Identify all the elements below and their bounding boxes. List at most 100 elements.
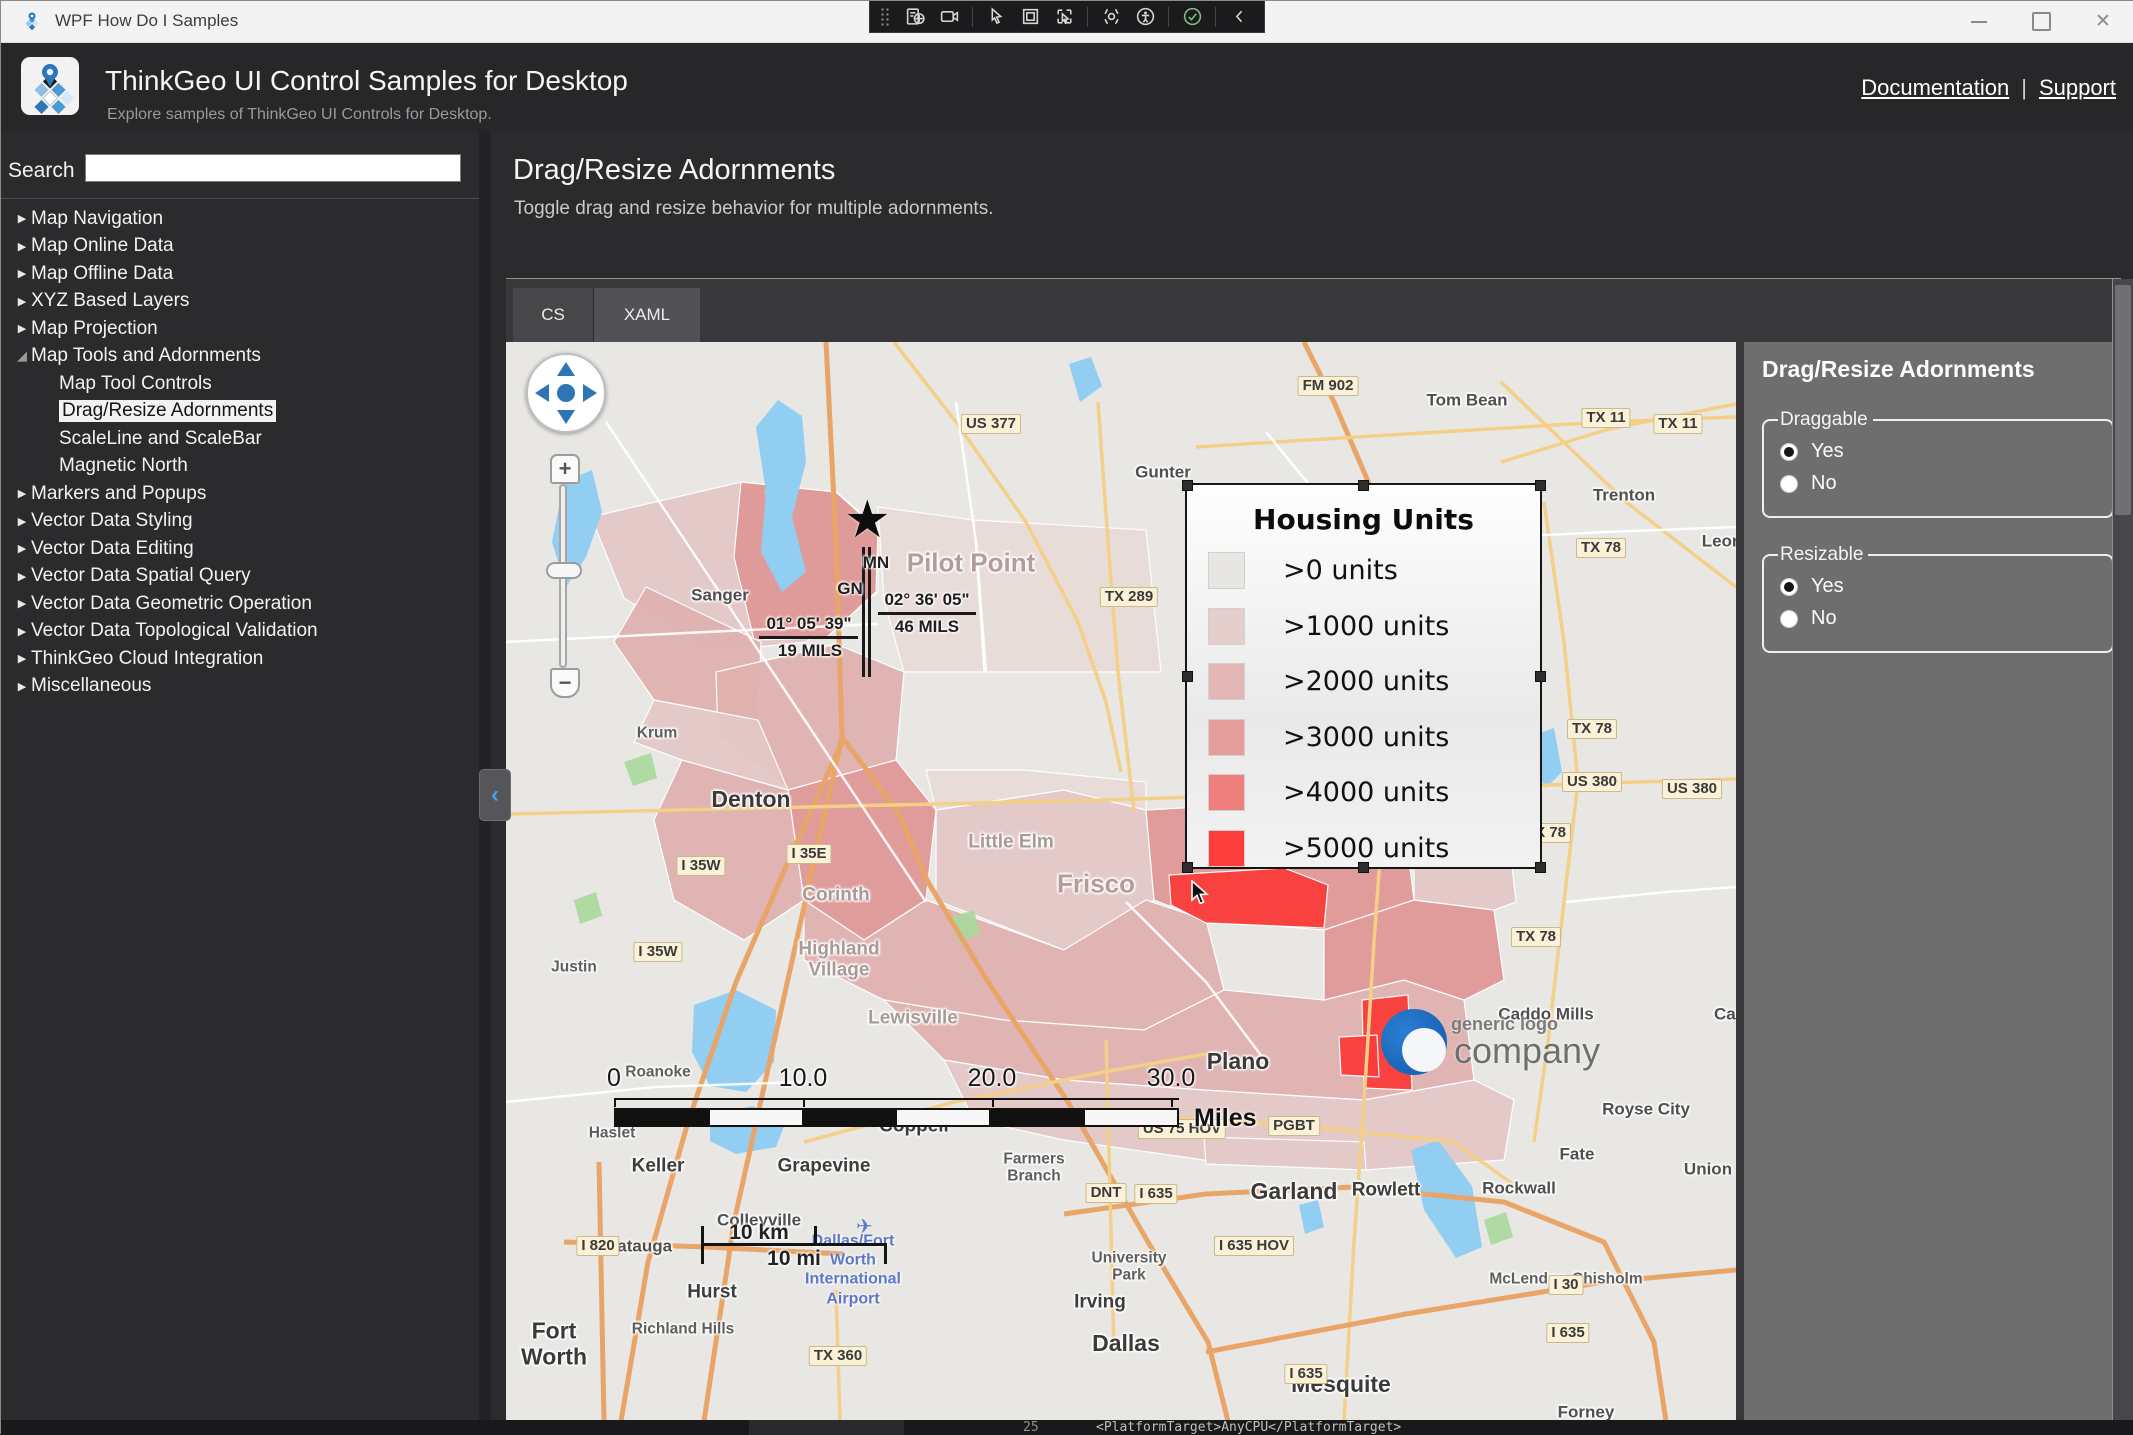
sidebar-item[interactable]: ▶ Miscellaneous [1,673,479,701]
resize-handle[interactable] [1534,670,1546,682]
radio-button[interactable] [1780,609,1798,628]
sidebar-item[interactable]: ▶ Vector Data Topological Validation [1,618,479,646]
window-titlebar: WPF How Do I Samples ✕ [1,1,2133,43]
search-input[interactable] [85,154,461,182]
zoom-in-button[interactable]: + [550,454,580,484]
screencast-icon[interactable] [934,5,964,29]
resize-handle[interactable] [1534,479,1546,491]
collapsed-arrow-icon[interactable]: ▶ [17,543,27,556]
sidebar-item[interactable]: ▶ Vector Data Geometric Operation [1,590,479,618]
map-base-layer [506,342,1736,1421]
resize-handle[interactable] [1181,479,1193,491]
sidebar-item[interactable]: ▶ Vector Data Editing [1,535,479,563]
radio-option-yes[interactable]: Yes [1780,440,2102,463]
page-subtitle: Explore samples of ThinkGeo UI Controls … [107,106,492,123]
panel-scrollbar-thumb[interactable] [2115,285,2131,515]
collapsed-arrow-icon[interactable]: ▶ [17,488,27,501]
zoom-out-button[interactable]: − [550,668,580,698]
sidebar-collapse-button[interactable]: ‹ [479,769,511,821]
resize-handle[interactable] [1358,861,1369,873]
collapsed-arrow-icon[interactable]: ▶ [17,295,27,308]
resize-handle[interactable] [1181,861,1193,873]
sidebar-item-label: Vector Data Editing [31,537,194,559]
sidebar-item[interactable]: ▶ Map Online Data [1,233,479,261]
select-element-icon[interactable] [981,5,1011,29]
close-button[interactable]: ✕ [2072,1,2133,42]
sidebar-item-label: Map Tool Controls [59,372,212,394]
sidebar-item[interactable]: ▶ Map Navigation [1,205,479,233]
collapsed-arrow-icon[interactable]: ▶ [17,323,27,336]
collapsed-arrow-icon[interactable]: ▶ [17,213,27,226]
sidebar-item[interactable]: ▶ XYZ Based Layers [1,288,479,316]
radio-button[interactable] [1780,474,1798,493]
expanded-arrow-icon[interactable]: ◢ [17,348,27,364]
legend-item-label: >2000 units [1283,666,1450,698]
sidebar-item[interactable]: ▶ Markers and Popups [1,480,479,508]
live-visual-tree-icon[interactable] [900,5,930,29]
collapsed-arrow-icon[interactable]: ▶ [17,515,27,528]
toolbar-separator [1215,6,1216,27]
radio-button[interactable] [1780,577,1798,596]
sidebar-item[interactable]: ▶ Map Projection [1,315,479,343]
resize-handle[interactable] [1358,479,1369,491]
track-focused-icon[interactable] [1049,5,1079,29]
legend-adornment[interactable]: Housing Units >0 units >1000 units >2000 u… [1181,479,1546,873]
sidebar-item[interactable]: ScaleLine and ScaleBar [1,425,479,453]
collapsed-arrow-icon[interactable]: ▶ [17,598,27,611]
tab-xaml[interactable]: XAML [594,288,700,342]
sidebar-item[interactable]: ▶ Map Offline Data [1,260,479,288]
radio-option-no[interactable]: No [1780,472,2102,495]
collapsed-arrow-icon[interactable]: ▶ [17,570,27,583]
resize-handle[interactable] [1534,861,1546,873]
radio-option-yes[interactable]: Yes [1780,575,2102,598]
radio-option-no[interactable]: No [1780,607,2102,630]
sidebar-item[interactable]: Map Tool Controls [1,370,479,398]
logo-text-small: generic logo [1451,1014,1559,1034]
pan-up-icon [557,362,575,376]
close-icon: ✕ [2095,11,2111,32]
header-link-documentation[interactable]: Documentation [1861,75,2010,100]
accessibility-icon[interactable] [1130,5,1160,29]
sidebar-item[interactable]: ▶ Vector Data Spatial Query [1,563,479,591]
scalebar-segment [616,1110,708,1125]
collapsed-arrow-icon[interactable]: ▶ [17,680,27,693]
map-pan-control[interactable] [524,351,608,435]
scalebar-tick [1171,1098,1173,1107]
logo-text-large: company [1454,1030,1601,1071]
radio-label: No [1811,607,1837,629]
zoom-slider-handle[interactable] [546,562,582,579]
sidebar-item-label: Drag/Resize Adornments [59,400,277,423]
toolbar-separator [1168,6,1169,27]
collapse-chevron-icon[interactable] [1224,5,1254,29]
minimize-button[interactable] [1948,1,2010,42]
collapsed-arrow-icon[interactable]: ▶ [17,268,27,281]
collapsed-arrow-icon[interactable]: ▶ [17,625,27,638]
sample-title: Drag/Resize Adornments [513,154,836,186]
panel-edge-divider [2112,279,2113,1421]
code-check-icon[interactable] [1177,5,1207,29]
header-links: Documentation | Support [1861,75,2116,101]
sidebar: Search ▶ Map Navigation ▶ Map Online Data ▶ M… [1,132,479,1420]
sidebar-item[interactable]: Magnetic North [1,453,479,481]
collapsed-arrow-icon[interactable]: ▶ [17,240,27,253]
hot-reload-icon[interactable] [1096,5,1126,29]
maximize-button[interactable] [2010,1,2072,42]
display-adorners-icon[interactable] [1015,5,1045,29]
legend-swatch [1208,774,1245,812]
header-link-support[interactable]: Support [2038,75,2116,100]
thinkgeo-logo-icon [21,57,79,115]
sidebar-item[interactable]: ▶ ThinkGeo Cloud Integration [1,645,479,673]
sidebar-item[interactable]: Drag/Resize Adornments [1,398,479,426]
radio-button[interactable] [1780,442,1798,461]
drag-handle-icon[interactable] [880,6,890,27]
sidebar-item[interactable]: ▶ Vector Data Styling [1,508,479,536]
sample-tree: ▶ Map Navigation ▶ Map Online Data ▶ Map Offl… [1,198,479,700]
tab-cs[interactable]: CS [513,288,594,342]
collapsed-arrow-icon[interactable]: ▶ [17,653,27,666]
sidebar-item[interactable]: ◢ Map Tools and Adornments [1,343,479,371]
resize-handle[interactable] [1181,670,1193,682]
link-separator: | [2021,75,2027,100]
legend-item-label: >0 units [1283,555,1398,586]
panel-scrollbar[interactable] [2113,279,2133,1421]
